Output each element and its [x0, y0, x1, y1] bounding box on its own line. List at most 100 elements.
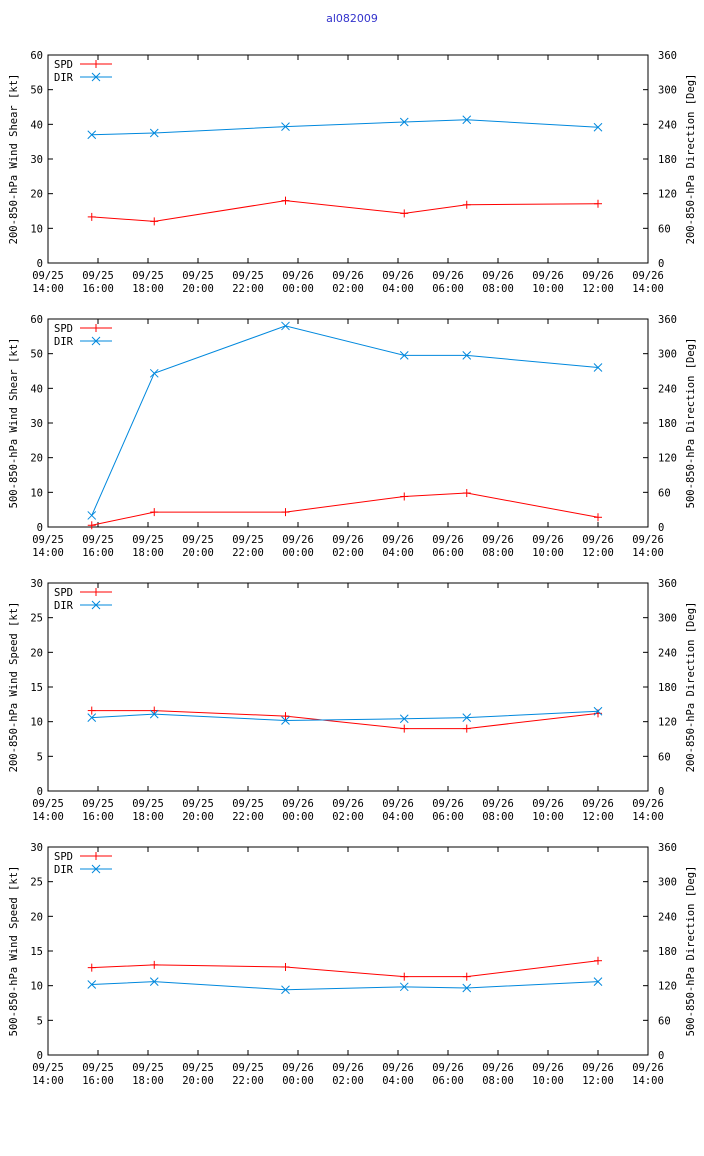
legend-dir-label: DIR [54, 600, 74, 612]
y2-axis-label: 200-850-hPa Direction [Deg] [685, 602, 697, 773]
series-line-dir [91, 981, 599, 991]
x-tick-label-date: 09/26 [282, 270, 314, 282]
x-tick-label-time: 00:00 [282, 283, 314, 295]
y2-tick-label: 360 [658, 578, 677, 590]
marker-d2 [149, 977, 159, 986]
legend-spd-marker [92, 852, 100, 860]
x-tick-label-time: 02:00 [332, 811, 364, 823]
chart-panel-1: 010203040506006012018024030036009/2514:0… [8, 50, 697, 295]
y2-tick-label: 120 [658, 189, 677, 201]
chart-panel-3: 05101520253006012018024030036009/2514:00… [8, 578, 697, 823]
x-tick-label-time: 12:00 [582, 283, 614, 295]
y-tick-label: 20 [30, 911, 43, 923]
x-tick-label-time: 04:00 [382, 811, 414, 823]
x-tick-label-date: 09/26 [282, 1062, 314, 1074]
y2-tick-label: 240 [658, 647, 677, 659]
y-tick-label: 0 [37, 786, 43, 798]
point-dir [281, 985, 290, 995]
legend-dir-marker [91, 72, 101, 82]
x-tick-label-time: 00:00 [282, 811, 314, 823]
y-tick-label: 50 [30, 349, 43, 361]
y-tick-label: 20 [30, 189, 43, 201]
marker-d2 [399, 351, 409, 360]
x-tick-label-date: 09/26 [332, 1062, 364, 1074]
x-tick-label-date: 09/26 [582, 270, 614, 282]
marker-d2 [593, 363, 603, 372]
x-tick-label-time: 06:00 [432, 1075, 464, 1087]
x-tick-label-time: 16:00 [82, 547, 114, 559]
marker-d2 [462, 983, 472, 993]
y2-tick-label: 180 [658, 682, 677, 694]
x-tick-label-time: 20:00 [182, 1075, 214, 1087]
x-tick-label-time: 14:00 [632, 283, 664, 295]
point-spd [462, 200, 471, 209]
marker-d2 [281, 985, 290, 995]
y-tick-label: 25 [30, 613, 43, 625]
x-tick-label-date: 09/25 [32, 798, 64, 810]
y-tick-label: 30 [30, 154, 43, 166]
x-tick-label-date: 09/25 [232, 534, 264, 546]
x-tick-label-time: 18:00 [132, 811, 164, 823]
point-dir [281, 716, 290, 725]
y-tick-label: 60 [30, 50, 43, 62]
chart-panel-2: 010203040506006012018024030036009/2514:0… [8, 314, 697, 559]
x-tick-label-date: 09/25 [232, 270, 264, 282]
x-tick-label-date: 09/26 [582, 534, 614, 546]
x-tick-label-date: 09/26 [432, 798, 464, 810]
y-tick-label: 5 [37, 1015, 43, 1027]
y2-tick-label: 240 [658, 119, 677, 131]
point-spd [400, 492, 409, 501]
series-line-spd [91, 710, 599, 730]
x-tick-label-date: 09/26 [532, 1062, 564, 1074]
point-dir [149, 977, 159, 986]
x-tick-label-time: 02:00 [332, 547, 364, 559]
series-line-dir [91, 325, 599, 516]
marker-d2 [91, 72, 101, 82]
y-axis-label: 500-850-hPa Wind Shear [kt] [8, 338, 20, 509]
marker-d2 [399, 982, 409, 992]
point-spd [281, 508, 290, 517]
x-tick-label-time: 08:00 [482, 1075, 514, 1087]
point-spd [87, 212, 96, 221]
marker-d2 [149, 709, 159, 719]
point-spd [87, 963, 96, 972]
marker-d2 [462, 115, 472, 125]
point-spd [400, 724, 409, 733]
x-tick-label-time: 12:00 [582, 811, 614, 823]
y-axis-label: 500-850-hPa Wind Speed [kt] [8, 866, 20, 1037]
y2-tick-label: 60 [658, 1015, 671, 1027]
x-tick-label-date: 09/26 [282, 798, 314, 810]
x-tick-label-time: 14:00 [32, 1075, 64, 1087]
point-dir [281, 122, 290, 131]
x-tick-label-date: 09/26 [332, 534, 364, 546]
marker-d2 [462, 713, 472, 722]
x-tick-label-date: 09/25 [182, 798, 214, 810]
point-spd [594, 199, 602, 208]
legend-dir-marker [91, 864, 101, 874]
x-tick-label-time: 06:00 [432, 547, 464, 559]
x-tick-label-date: 09/26 [532, 798, 564, 810]
point-spd [150, 508, 159, 517]
y-tick-label: 15 [30, 946, 43, 958]
y2-tick-label: 240 [658, 383, 677, 395]
y-tick-label: 10 [30, 981, 43, 993]
x-tick-label-time: 10:00 [532, 811, 564, 823]
point-spd [400, 209, 409, 218]
y-axis-label: 200-850-hPa Wind Speed [kt] [8, 602, 20, 773]
point-spd [281, 712, 290, 721]
point-dir [593, 122, 603, 132]
legend-spd-marker [92, 324, 100, 332]
y-tick-label: 60 [30, 314, 43, 326]
x-tick-label-date: 09/26 [632, 798, 664, 810]
point-dir [593, 977, 603, 986]
x-tick-label-date: 09/25 [232, 1062, 264, 1074]
x-tick-label-date: 09/26 [632, 1062, 664, 1074]
point-dir [399, 117, 409, 127]
x-tick-label-date: 09/26 [382, 534, 414, 546]
series-line-spd [91, 200, 599, 222]
chart-panel-4: 05101520253006012018024030036009/2514:00… [8, 842, 697, 1087]
x-tick-label-time: 16:00 [82, 1075, 114, 1087]
y-tick-label: 40 [30, 119, 43, 131]
y2-tick-label: 120 [658, 981, 677, 993]
point-spd [462, 724, 471, 733]
